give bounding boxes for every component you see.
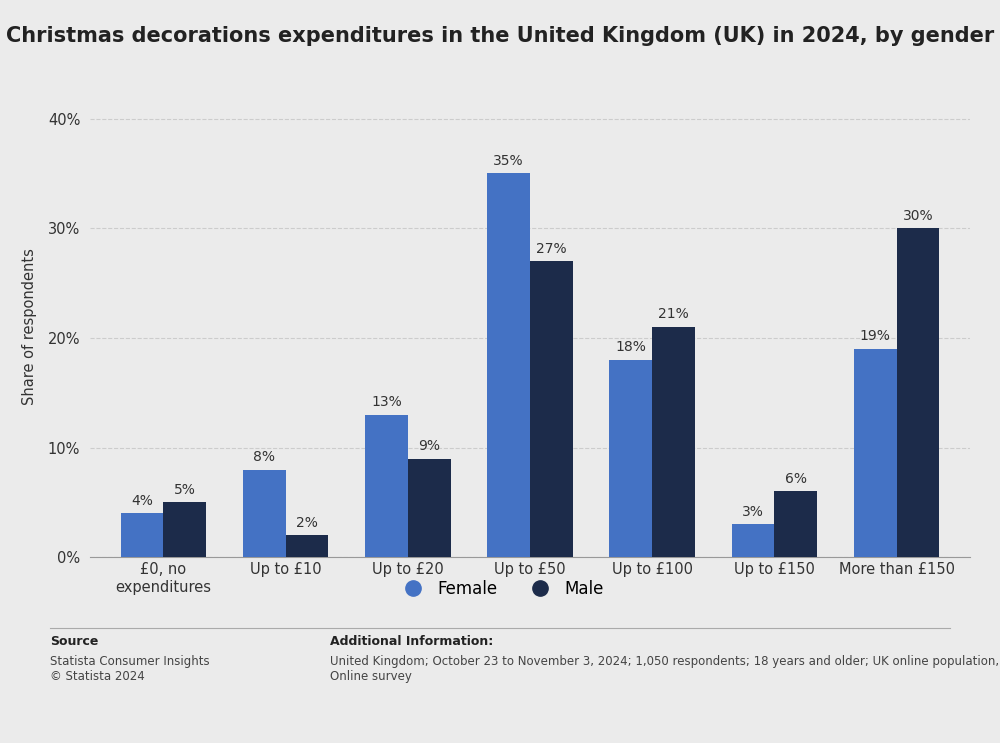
Bar — [121, 513, 163, 557]
Text: United Kingdom; October 23 to November 3, 2024; 1,050 respondents; 18 years and : United Kingdom; October 23 to November 3… — [330, 655, 1000, 684]
Y-axis label: Share of respondents: Share of respondents — [22, 248, 37, 406]
Text: 6%: 6% — [785, 472, 807, 486]
Bar — [652, 327, 695, 557]
Text: 30%: 30% — [903, 209, 933, 223]
Bar — [530, 261, 573, 557]
Text: 27%: 27% — [536, 241, 567, 256]
Text: Statista Consumer Insights
© Statista 2024: Statista Consumer Insights © Statista 20… — [50, 655, 210, 684]
Text: Additional Information:: Additional Information: — [330, 635, 493, 648]
Text: 35%: 35% — [493, 154, 524, 168]
Bar — [408, 458, 451, 557]
Text: 5%: 5% — [174, 483, 196, 497]
Text: 2%: 2% — [296, 516, 318, 530]
Bar — [609, 360, 652, 557]
Text: Christmas decorations expenditures in the United Kingdom (UK) in 2024, by gender: Christmas decorations expenditures in th… — [6, 26, 994, 46]
Legend: Female, Male: Female, Male — [389, 574, 611, 605]
Bar — [365, 415, 408, 557]
Bar — [897, 228, 939, 557]
Text: 8%: 8% — [253, 450, 275, 464]
Text: 21%: 21% — [658, 308, 689, 322]
Bar — [732, 525, 774, 557]
Text: 13%: 13% — [371, 395, 402, 409]
Text: 3%: 3% — [742, 504, 764, 519]
Text: Source: Source — [50, 635, 98, 648]
Bar — [774, 491, 817, 557]
Bar — [243, 470, 286, 557]
Bar — [854, 349, 897, 557]
Bar — [163, 502, 206, 557]
Bar — [286, 535, 328, 557]
Text: 9%: 9% — [418, 439, 440, 453]
Text: 18%: 18% — [615, 340, 646, 354]
Bar — [487, 173, 530, 557]
Text: 4%: 4% — [131, 494, 153, 508]
Text: 19%: 19% — [860, 329, 891, 343]
